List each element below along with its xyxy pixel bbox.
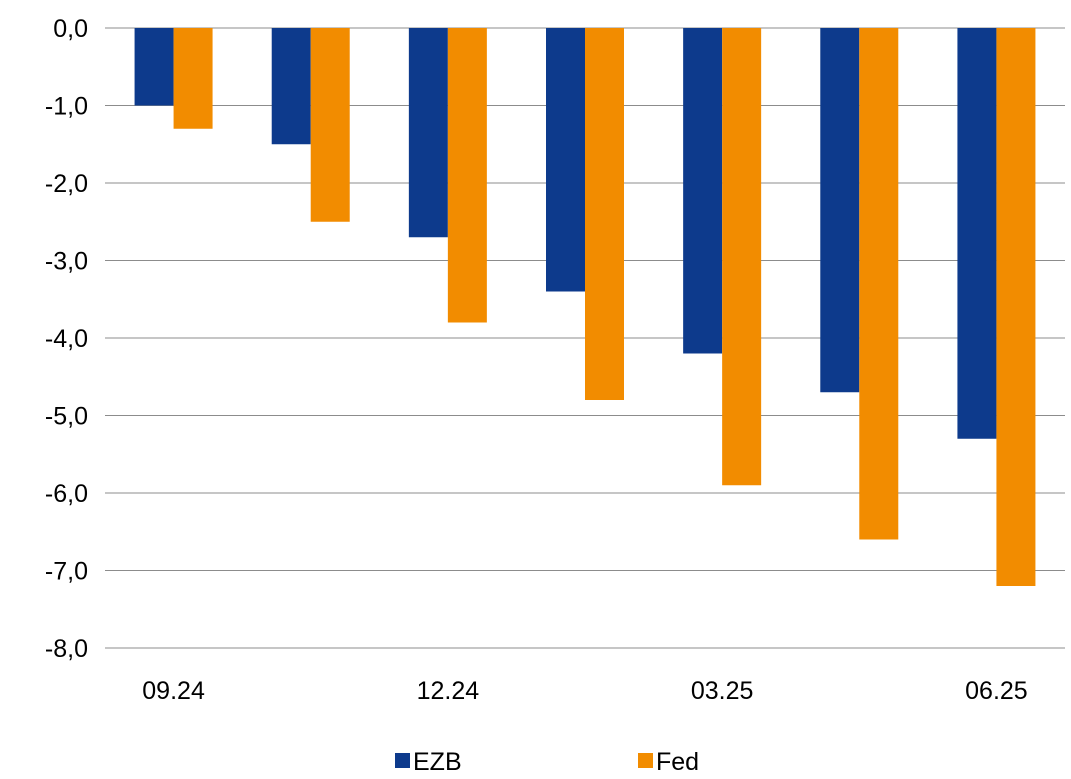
- y-tick-label: -3,0: [45, 248, 88, 276]
- bar-fed: [310, 28, 350, 222]
- bar-ezb: [134, 28, 174, 106]
- x-tick-label: 03.25: [691, 677, 754, 705]
- y-tick-label: -5,0: [45, 403, 88, 431]
- bar-ezb: [957, 28, 997, 439]
- legend: EZB Fed: [395, 748, 699, 776]
- y-tick-label: -2,0: [45, 170, 88, 198]
- bar-ezb: [683, 28, 723, 354]
- bar-fed: [173, 28, 213, 129]
- x-axis-tick-labels: 09.24 12.24 03.25 06.25: [142, 677, 1027, 705]
- legend-swatch-fed: [638, 753, 653, 768]
- legend-swatch-ezb: [395, 753, 410, 768]
- y-tick-label: -7,0: [45, 558, 88, 586]
- x-tick-label: 06.25: [965, 677, 1028, 705]
- bar-fed: [996, 28, 1036, 586]
- bar-ezb: [546, 28, 585, 292]
- bar-fed: [447, 28, 487, 323]
- y-tick-label: 0,0: [53, 15, 88, 43]
- y-tick-label: -1,0: [45, 93, 88, 121]
- bar-fed: [722, 28, 762, 486]
- x-tick-label: 09.24: [142, 677, 205, 705]
- y-tick-label: -8,0: [45, 635, 88, 663]
- bar-fed: [585, 28, 624, 400]
- bar-fed: [859, 28, 899, 540]
- legend-label-fed: Fed: [656, 748, 699, 776]
- y-tick-label: -4,0: [45, 325, 88, 353]
- x-tick-label: 12.24: [417, 677, 480, 705]
- bar-ezb: [408, 28, 448, 238]
- legend-label-ezb: EZB: [413, 748, 462, 776]
- bar-ezb: [820, 28, 860, 393]
- bar-ezb: [271, 28, 311, 145]
- y-axis-tick-labels: 0,0 -1,0 -2,0 -3,0 -4,0 -5,0 -6,0 -7,0 -8,0: [45, 15, 88, 663]
- y-tick-label: -6,0: [45, 480, 88, 508]
- bars: [134, 28, 1036, 586]
